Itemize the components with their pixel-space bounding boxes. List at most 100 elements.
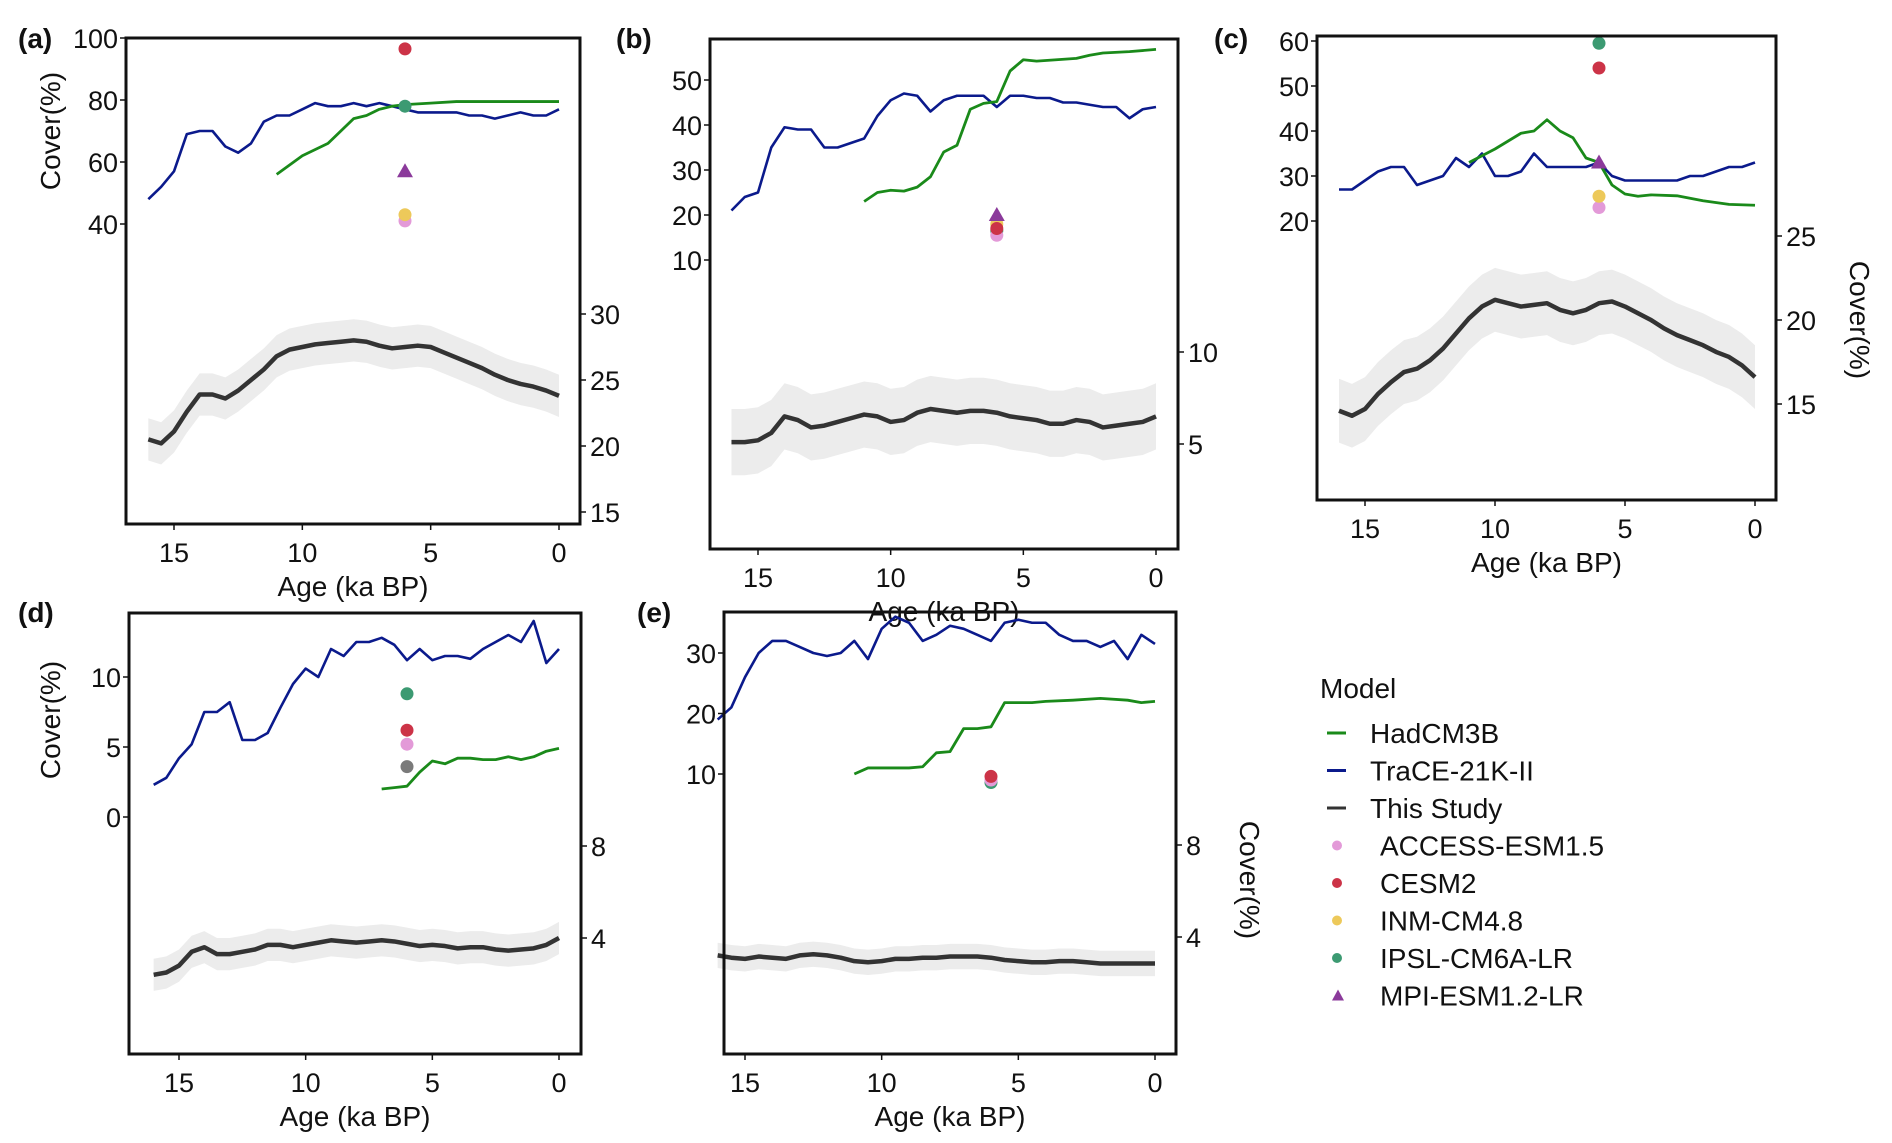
y-left-tick-label: 30 <box>1279 162 1309 192</box>
y-right-axis-label: Cover(%) <box>1234 821 1265 939</box>
panel-label: (e) <box>637 597 671 628</box>
y-left-tick-label: 10 <box>91 663 121 693</box>
cesm2-marker <box>1592 61 1606 75</box>
access-esm1-5-marker <box>400 737 414 751</box>
panel-label: (d) <box>18 597 54 628</box>
legend-label-hadcm3b: HadCM3B <box>1370 718 1499 749</box>
y-left-tick-label: 50 <box>672 66 702 96</box>
trace-21k-ii-line <box>147 101 560 201</box>
cesm2-marker <box>400 723 414 737</box>
legend-swatch-mpi-esm1-2-lr <box>1332 989 1344 1001</box>
x-tick-label: 15 <box>730 1068 760 1098</box>
y-left-tick-label: 5 <box>106 733 121 763</box>
y-right-axis-label: Cover(%) <box>1844 261 1875 379</box>
trace-21k-ii-line <box>1339 152 1756 191</box>
plot-frame <box>124 36 582 526</box>
x-tick-label: 10 <box>287 538 317 568</box>
hadcm3b-line <box>1468 118 1756 207</box>
x-tick-label: 0 <box>551 1068 566 1098</box>
hadcm3b-line <box>853 696 1156 776</box>
legend-swatch-ipsl-cm6a-lr <box>1332 953 1342 963</box>
y-left-tick-label: 0 <box>106 803 121 833</box>
plot-frame <box>708 37 1180 551</box>
x-tick-label: 10 <box>867 1068 897 1098</box>
plot-frame <box>722 610 1178 1056</box>
this-study-line <box>1338 297 1757 419</box>
uncertainty-band <box>731 375 1156 476</box>
panel-d: 15 10 5 0 Age (ka BP) 0 5 10 4 8 (d) Cover(%) <box>18 597 606 1132</box>
y-right-tick-label: 25 <box>1786 222 1816 252</box>
uncertainty-band <box>153 921 559 991</box>
cesm2-marker <box>398 42 412 56</box>
y-left-tick-label: 80 <box>88 86 118 116</box>
x-tick-label: 10 <box>291 1068 321 1098</box>
legend-label-cesm2: CESM2 <box>1380 868 1476 899</box>
y-right-tick-label: 20 <box>590 432 620 462</box>
ipsl-cm6a-lr-marker <box>400 687 414 701</box>
this-study-line <box>717 952 1155 966</box>
x-tick-label: 15 <box>1350 514 1380 544</box>
y-right-tick-label: 5 <box>1188 430 1203 460</box>
cesm2-marker <box>984 769 998 783</box>
panel-a: 15 10 5 0 Age (ka BP) 40 60 80 100 15 20 25 30 (a) Cov… <box>18 23 620 602</box>
x-tick-label: 10 <box>876 563 906 593</box>
y-left-tick-label: 60 <box>88 148 118 178</box>
hadcm3b-line <box>275 100 559 176</box>
y-right-tick-label: 10 <box>1188 338 1218 368</box>
this-study-line <box>153 936 561 978</box>
y-left-tick-label: 60 <box>1279 27 1309 57</box>
y-left-tick-label: 10 <box>686 760 716 790</box>
x-tick-label: 5 <box>1011 1068 1026 1098</box>
y-left-tick-label: 30 <box>672 156 702 186</box>
x-axis-label: Age (ka BP) <box>1471 547 1622 578</box>
x-tick-label: 5 <box>423 538 438 568</box>
y-left-tick-label: 20 <box>686 700 716 730</box>
x-tick-label: 0 <box>551 538 566 568</box>
plot-frame <box>127 611 583 1056</box>
x-tick-label: 15 <box>164 1068 194 1098</box>
y-right-tick-label: 4 <box>591 924 606 954</box>
legend-swatch-inm-cm4-8 <box>1332 915 1342 926</box>
legend-swatch-cesm2 <box>1332 878 1342 888</box>
access-esm1-5-marker <box>1592 201 1606 214</box>
inm-cm4-8-marker <box>1592 189 1606 203</box>
hadcm3b-line <box>381 747 560 791</box>
this-study-line <box>731 406 1157 445</box>
y-right-tick-label: 25 <box>590 366 620 396</box>
y-right-tick-label: 8 <box>591 832 606 862</box>
y-left-tick-label: 20 <box>672 201 702 231</box>
legend-swatch-access-esm1-5 <box>1332 840 1342 851</box>
legend-title: Model <box>1320 673 1396 704</box>
y-left-tick-label: 40 <box>88 210 118 240</box>
panel-label: (a) <box>18 23 52 54</box>
x-tick-label: 5 <box>1617 514 1632 544</box>
y-right-tick-label: 8 <box>1186 831 1201 861</box>
x-tick-label: 10 <box>1480 514 1510 544</box>
trace-21k-ii-line <box>153 619 560 786</box>
x-axis-label: Age (ka BP) <box>278 571 429 602</box>
x-axis-label: Age (ka BP) <box>875 1101 1026 1132</box>
mpi-esm1-2-lr-marker <box>1591 154 1607 169</box>
y-left-tick-label: 30 <box>686 639 716 669</box>
plot-frame <box>1315 34 1778 502</box>
trace-21k-ii-line <box>716 615 1156 721</box>
uncertainty-band <box>1339 267 1755 448</box>
y-left-tick-label: 40 <box>672 111 702 141</box>
panel-label: (b) <box>616 23 652 54</box>
legend-label-mpi-esm1-2-lr: MPI-ESM1.2-LR <box>1380 981 1584 1012</box>
x-axis-label: Age (ka BP) <box>280 1101 431 1132</box>
legend-label-inm-cm4-8: INM-CM4.8 <box>1380 906 1523 937</box>
trace-21k-ii-line <box>730 92 1157 212</box>
mpi-esm1-2-lr-marker <box>397 163 413 178</box>
y-right-tick-label: 15 <box>590 498 620 528</box>
legend-label-access-esm1-5: ACCESS-ESM1.5 <box>1380 831 1604 862</box>
hadcm3b-line <box>863 48 1157 203</box>
x-tick-label: 0 <box>1747 514 1762 544</box>
y-left-tick-label: 50 <box>1279 72 1309 102</box>
this-study-line <box>147 338 560 446</box>
unlabeled-gray-marker <box>400 760 414 774</box>
